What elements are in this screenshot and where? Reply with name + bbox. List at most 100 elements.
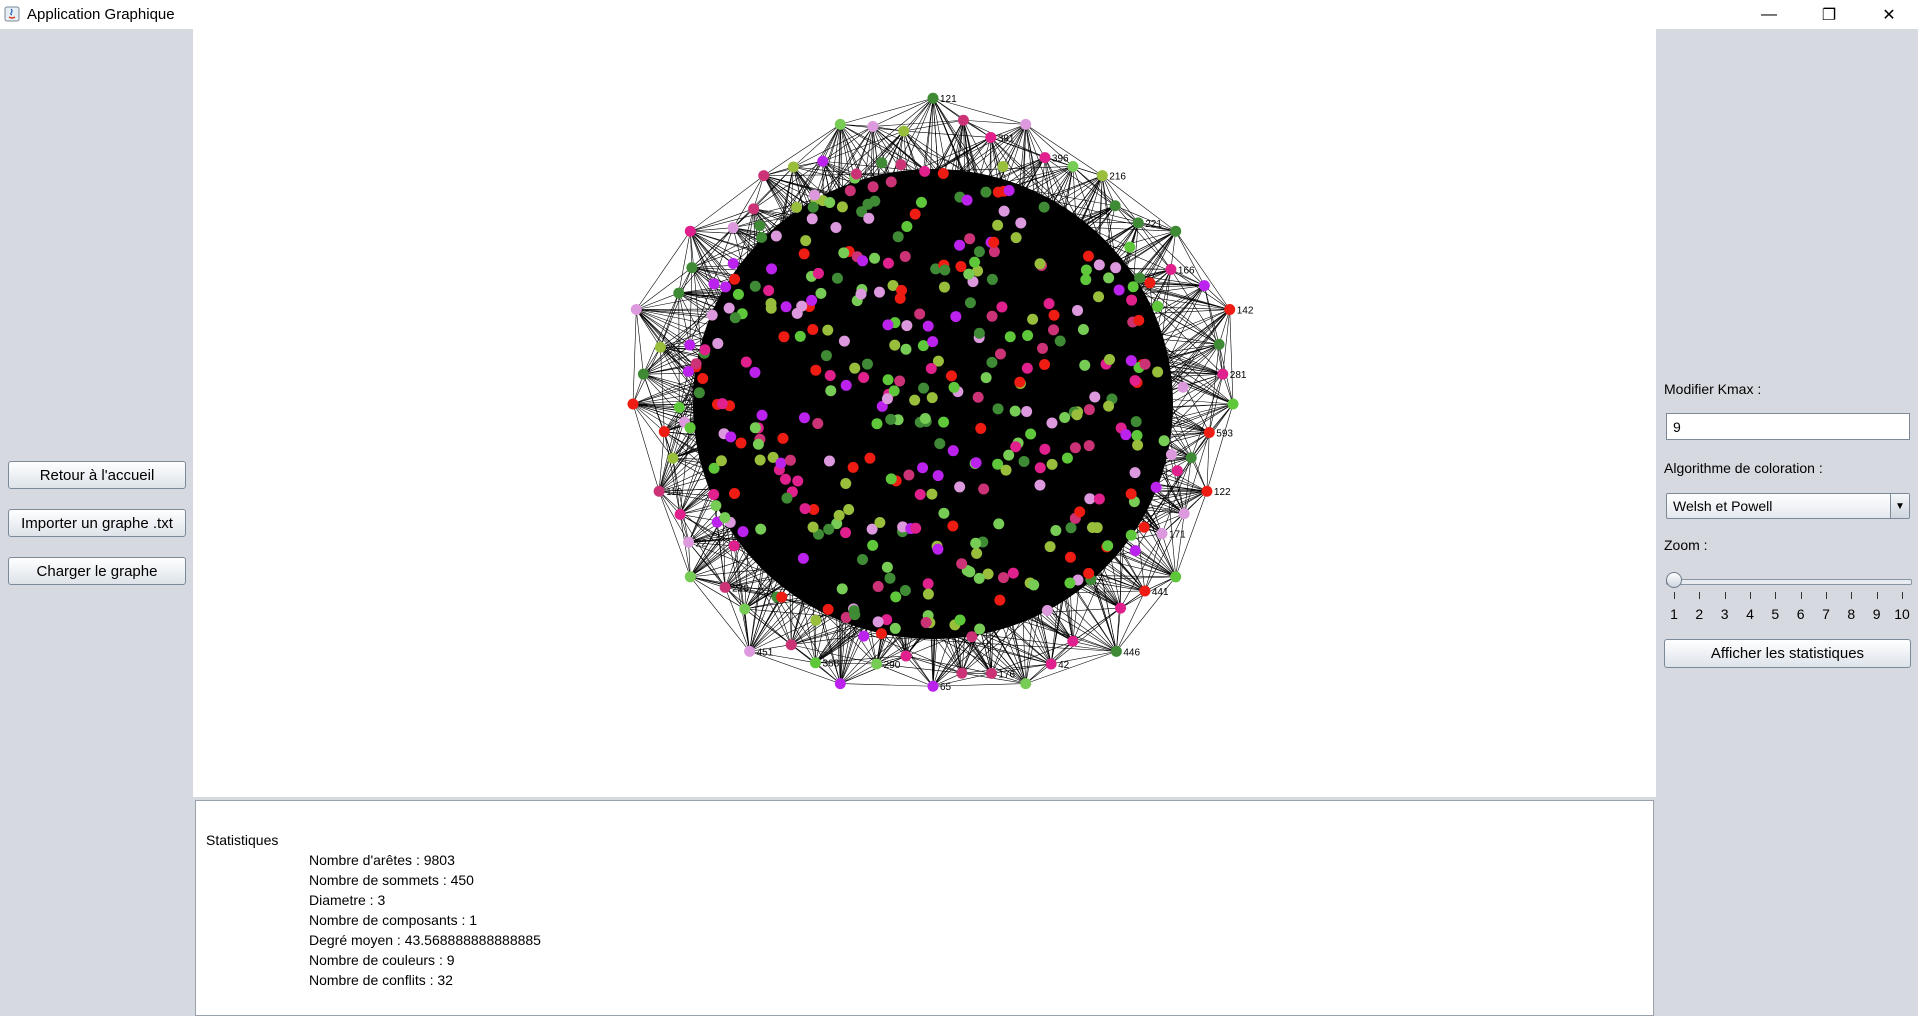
graph-node[interactable] <box>998 205 1010 217</box>
graph-node[interactable] <box>1010 441 1022 453</box>
graph-node[interactable] <box>781 492 793 504</box>
graph-node[interactable] <box>810 364 822 376</box>
graph-node[interactable] <box>994 594 1006 606</box>
graph-node[interactable] <box>884 572 896 584</box>
graph-node[interactable] <box>809 189 821 201</box>
graph-node[interactable] <box>719 512 731 524</box>
graph-node[interactable] <box>725 431 737 443</box>
graph-node[interactable] <box>954 239 966 251</box>
graph-node[interactable] <box>1125 355 1137 367</box>
graph-node[interactable] <box>1103 400 1115 412</box>
graph-node[interactable] <box>954 481 966 493</box>
graph-node[interactable] <box>1039 152 1051 164</box>
graph-node[interactable] <box>1129 545 1141 557</box>
graph-node[interactable] <box>1071 409 1083 421</box>
graph-node[interactable] <box>898 125 910 137</box>
graph-node[interactable] <box>966 631 978 643</box>
graph-node[interactable] <box>812 267 824 279</box>
graph-node[interactable] <box>784 454 796 466</box>
graph-node[interactable] <box>1039 443 1051 455</box>
graph-node[interactable] <box>1115 602 1127 614</box>
graph-node[interactable] <box>1064 577 1076 589</box>
graph-node[interactable] <box>970 537 982 549</box>
load-graph-button[interactable]: Charger le graphe <box>8 557 186 585</box>
graph-node[interactable] <box>992 403 1004 415</box>
graph-node[interactable] <box>1102 540 1114 552</box>
graph-node[interactable] <box>1165 449 1177 461</box>
graph-node[interactable] <box>994 348 1006 360</box>
graph-node[interactable] <box>855 288 867 300</box>
graph-node[interactable] <box>1129 467 1141 479</box>
graph-node[interactable] <box>840 612 852 624</box>
graph-node[interactable] <box>1113 284 1125 296</box>
graph-node[interactable] <box>1086 522 1098 534</box>
graph-node[interactable] <box>867 539 879 551</box>
graph-node[interactable] <box>922 578 934 590</box>
zoom-slider-track[interactable] <box>1666 579 1912 585</box>
graph-node[interactable] <box>823 523 835 535</box>
graph-node[interactable] <box>1072 304 1084 316</box>
graph-node[interactable] <box>892 231 904 243</box>
graph-node[interactable] <box>1067 635 1079 647</box>
graph-node[interactable] <box>825 385 837 397</box>
graph-node[interactable] <box>1213 338 1225 350</box>
graph-node[interactable] <box>844 185 856 197</box>
graph-node[interactable] <box>848 605 860 617</box>
graph-canvas[interactable]: 121 391 396 216 221 166 142 281 593 122 171 441 446 4… <box>193 29 1656 797</box>
graph-node[interactable] <box>697 372 709 384</box>
graph-node[interactable] <box>1059 411 1071 423</box>
graph-node[interactable] <box>728 488 740 500</box>
graph-node[interactable] <box>881 561 893 573</box>
graph-node[interactable] <box>938 416 950 428</box>
graph-node[interactable] <box>684 339 696 351</box>
graph-node[interactable] <box>867 120 879 132</box>
graph-node[interactable] <box>682 365 694 377</box>
graph-node[interactable] <box>833 509 845 521</box>
graph-node[interactable] <box>1134 272 1146 284</box>
graph-node[interactable] <box>797 552 809 564</box>
graph-node[interactable] <box>938 281 950 293</box>
graph-node[interactable] <box>1156 528 1168 540</box>
graph-node[interactable] <box>822 324 834 336</box>
graph-node[interactable] <box>653 485 665 497</box>
graph-node[interactable] <box>997 160 1009 172</box>
graph-node[interactable] <box>996 301 1008 313</box>
graph-node[interactable] <box>914 308 926 320</box>
graph-node[interactable] <box>900 343 912 355</box>
graph-node[interactable] <box>727 257 739 269</box>
graph-node[interactable] <box>978 483 990 495</box>
graph-node[interactable] <box>964 233 976 245</box>
graph-node[interactable] <box>756 409 768 421</box>
graph-node[interactable] <box>889 339 901 351</box>
graph-node[interactable] <box>888 385 900 397</box>
graph-node[interactable] <box>770 230 782 242</box>
graph-node[interactable] <box>1125 488 1137 500</box>
graph-node[interactable] <box>932 543 944 555</box>
graph-node[interactable] <box>901 320 913 332</box>
graph-node[interactable] <box>864 452 876 464</box>
graph-node[interactable] <box>1130 416 1142 428</box>
graph-node[interactable] <box>1165 263 1177 275</box>
graph-node[interactable] <box>699 344 711 356</box>
graph-node[interactable] <box>822 603 834 615</box>
graph-node[interactable] <box>899 250 911 262</box>
graph-node[interactable] <box>876 157 888 169</box>
graph-node[interactable] <box>780 473 792 485</box>
graph-node[interactable] <box>971 547 983 559</box>
graph-node[interactable] <box>684 225 696 237</box>
graph-node[interactable] <box>1083 404 1095 416</box>
graph-node[interactable] <box>1103 272 1115 284</box>
graph-node[interactable] <box>975 422 987 434</box>
graph-node[interactable] <box>919 165 931 177</box>
graph-node[interactable] <box>843 503 855 515</box>
graph-node[interactable] <box>972 265 984 277</box>
graph-node[interactable] <box>917 462 929 474</box>
graph-node[interactable] <box>831 272 843 284</box>
graph-node[interactable] <box>785 639 797 651</box>
graph-node[interactable] <box>654 341 666 353</box>
graph-node[interactable] <box>901 220 913 232</box>
graph-node[interactable] <box>716 398 728 410</box>
graph-node[interactable] <box>896 284 908 296</box>
graph-node[interactable] <box>755 523 767 535</box>
graph-node[interactable] <box>992 458 1004 470</box>
